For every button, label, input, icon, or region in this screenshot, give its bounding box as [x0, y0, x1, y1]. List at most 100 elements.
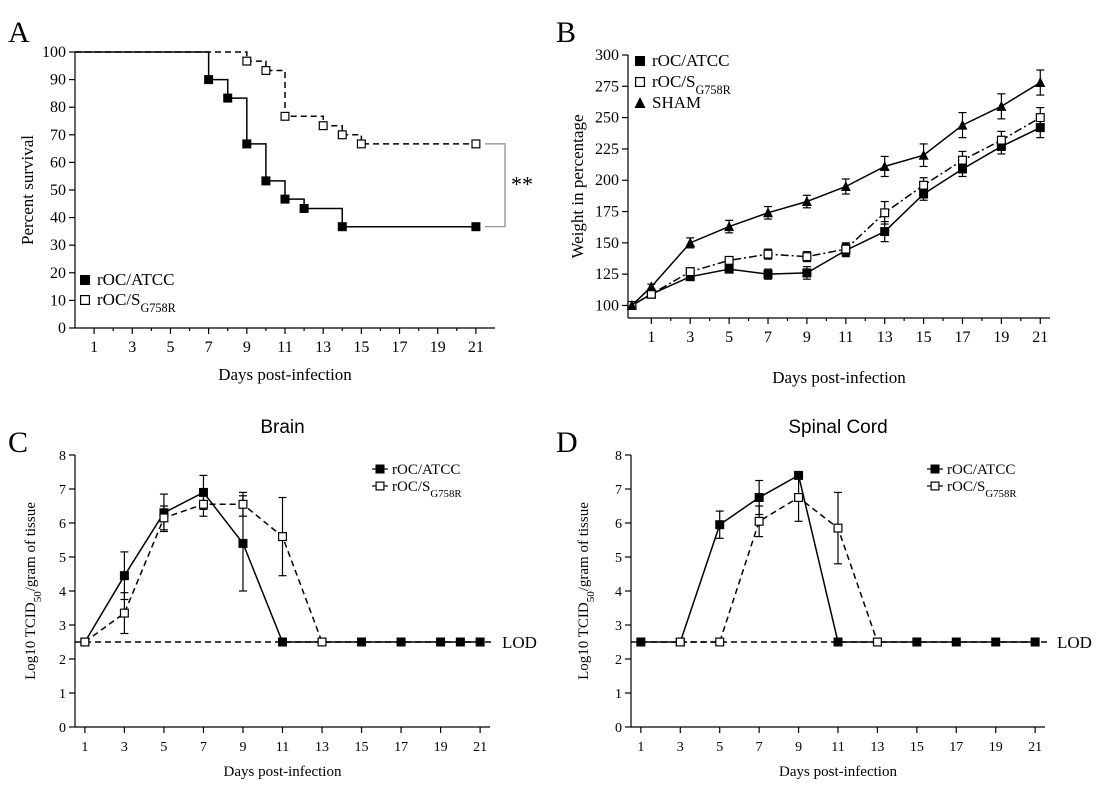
panel-letter: B: [556, 16, 576, 49]
series-2: [80, 491, 327, 647]
data-point: [317, 637, 327, 647]
data-point: [685, 272, 695, 282]
y-tick-label: 6: [615, 517, 622, 532]
series-2: [75, 51, 481, 149]
y-tick-label: 20: [50, 265, 66, 282]
y-tick-label: 2: [59, 653, 66, 668]
data-point: [919, 189, 929, 199]
data-point: [715, 637, 725, 647]
x-tick-label: 15: [355, 740, 369, 755]
legend-label: rOC/SG758R: [392, 479, 462, 500]
y-tick-label: 70: [50, 127, 66, 144]
data-point: [685, 267, 695, 277]
x-tick-label: 13: [315, 339, 331, 356]
data-point: [802, 252, 812, 262]
data-point: [1035, 77, 1046, 88]
legend-label: rOC/SG758R: [947, 479, 1017, 500]
panel-letter: C: [8, 426, 28, 459]
data-point: [918, 149, 929, 160]
y-tick-label: 1: [615, 687, 622, 702]
x-tick-label: 9: [243, 339, 251, 356]
y-tick-label: 0: [58, 320, 66, 337]
panel-letter: A: [8, 16, 30, 49]
x-tick-label: 3: [686, 329, 694, 346]
data-point: [685, 237, 696, 248]
data-point: [841, 244, 851, 254]
legend-marker: [375, 464, 385, 474]
y-tick-label: 8: [615, 449, 622, 464]
data-point: [238, 499, 248, 509]
data-point: [646, 289, 656, 299]
x-tick-label: 9: [239, 740, 246, 755]
data-point: [396, 637, 406, 647]
lod-label: LOD: [1057, 633, 1092, 652]
y-tick-label: 225: [595, 141, 619, 158]
data-point: [204, 75, 214, 85]
data-point: [159, 513, 169, 523]
y-tick-label: 4: [59, 585, 66, 600]
data-point: [996, 135, 1006, 145]
y-tick-label: 80: [50, 99, 66, 116]
legend-marker: [375, 481, 385, 491]
data-point: [280, 111, 290, 121]
data-point: [238, 538, 248, 548]
lod-label: LOD: [502, 633, 537, 652]
x-tick-label: 19: [434, 740, 448, 755]
x-tick-label: 19: [430, 339, 446, 356]
series-line: [631, 126, 1041, 307]
data-point: [996, 100, 1007, 111]
panel-letter: D: [556, 426, 578, 459]
data-point: [991, 637, 1001, 647]
data-point: [356, 139, 366, 149]
x-axis-label: Days post-infection: [218, 365, 352, 384]
y-tick-label: 6: [59, 517, 66, 532]
series-line: [680, 496, 879, 643]
x-tick-label: 1: [647, 329, 655, 346]
legend-marker: [80, 275, 90, 285]
x-tick-label: 5: [160, 740, 167, 755]
data-point: [80, 637, 90, 647]
data-point: [471, 139, 481, 149]
data-point: [801, 196, 812, 207]
y-tick-label: 0: [59, 721, 66, 736]
y-tick-label: 200: [595, 172, 619, 189]
significance-bracket: [485, 143, 506, 228]
legend-marker: [634, 76, 645, 87]
y-tick-label: 100: [595, 297, 619, 314]
x-tick-label: 17: [392, 339, 408, 356]
data-point: [872, 637, 882, 647]
y-axis-label: Log10 TCID50/gram of tissue: [23, 502, 44, 680]
x-tick-label: 17: [394, 740, 408, 755]
data-point: [636, 637, 646, 647]
y-tick-label: 10: [50, 292, 66, 309]
series-3: [626, 69, 1046, 310]
x-tick-label: 9: [795, 740, 802, 755]
data-point: [198, 499, 208, 509]
x-tick-label: 3: [128, 339, 136, 356]
y-tick-label: 275: [595, 78, 619, 95]
data-point: [879, 160, 890, 171]
x-tick-label: 17: [954, 329, 970, 346]
x-axis-label: Days post-infection: [779, 764, 897, 780]
y-tick-label: 125: [595, 266, 619, 283]
data-point: [754, 516, 764, 526]
data-point: [626, 299, 637, 310]
x-tick-label: 21: [473, 740, 487, 755]
x-tick-label: 5: [716, 740, 723, 755]
x-tick-label: 13: [877, 329, 893, 346]
x-tick-label: 15: [916, 329, 932, 346]
legend-label: rOC/ATCC: [947, 462, 1015, 478]
y-axis-label: Percent survival: [18, 135, 37, 245]
legend-marker: [635, 56, 645, 66]
data-point: [318, 121, 328, 131]
legend-marker: [930, 481, 940, 491]
legend-label: SHAM: [652, 93, 701, 112]
x-tick-label: 5: [725, 329, 733, 346]
data-point: [675, 637, 685, 647]
x-tick-label: 7: [764, 329, 772, 346]
